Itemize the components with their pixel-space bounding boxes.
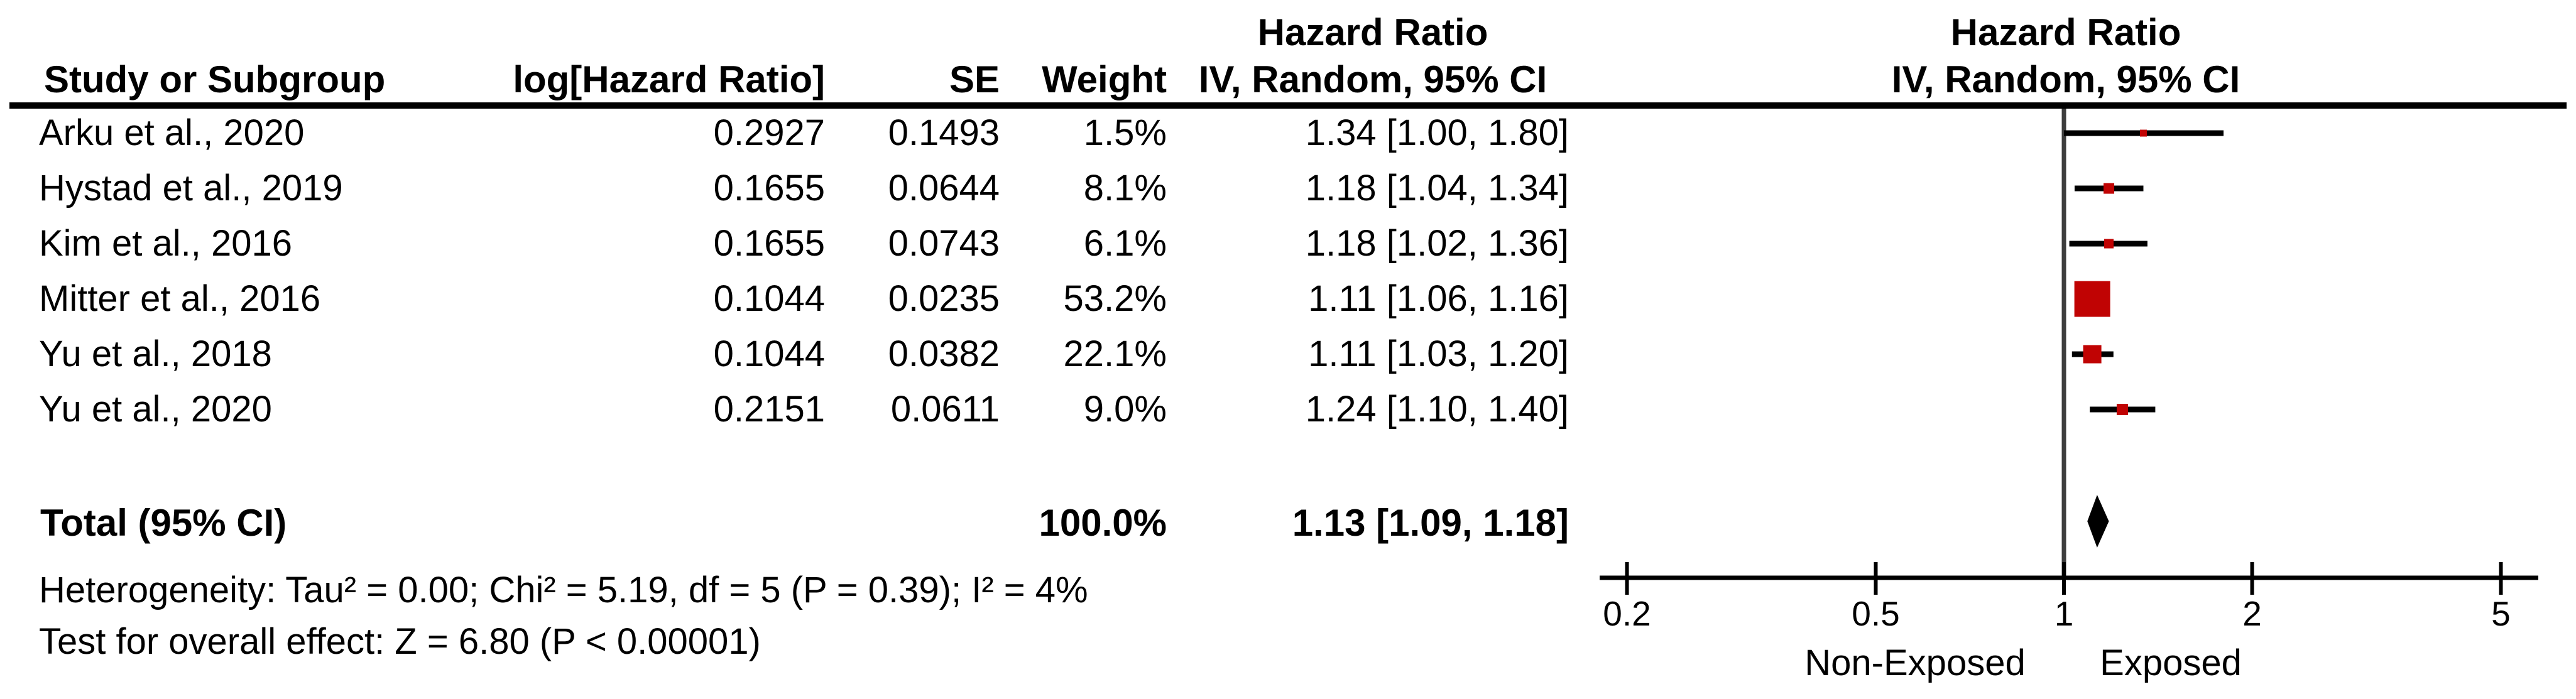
effect-square: [2139, 129, 2147, 137]
heterogeneity-stats: Heterogeneity: Tau² = 0.00; Chi² = 5.19,…: [39, 570, 1088, 610]
weight-value: 1.5%: [1083, 112, 1167, 153]
se-value: 0.0644: [888, 168, 1000, 209]
weight-value: 9.0%: [1083, 389, 1167, 430]
total-row-label: Total (95% CI): [40, 502, 287, 544]
ci-line: [2064, 130, 2224, 136]
overall-effect-stats: Test for overall effect: Z = 6.80 (P < 0…: [39, 621, 761, 662]
axis-right-label: Exposed: [2100, 642, 2242, 683]
plot-col-header-hazard-ratio: Hazard Ratio: [1950, 11, 2181, 53]
log-hr-value: 0.2151: [713, 389, 825, 430]
total-ci-value: 1.13 [1.09, 1.18]: [1292, 502, 1569, 544]
ci-value: 1.24 [1.10, 1.40]: [1305, 389, 1569, 430]
se-value: 0.0611: [890, 389, 1000, 430]
weight-value: 22.1%: [1063, 333, 1167, 374]
x-axis-line: [1600, 575, 2538, 580]
col-header-log-hazard-ratio: log[Hazard Ratio]: [513, 58, 825, 100]
total-diamond: [2087, 495, 2109, 548]
axis-tick-label: 1: [2054, 594, 2074, 633]
text-col-header-hazard-ratio: Hazard Ratio: [1257, 11, 1488, 53]
ci-line: [2080, 296, 2105, 302]
log-hr-value: 0.1044: [713, 278, 825, 319]
effect-square: [2104, 183, 2115, 194]
col-header-se: SE: [949, 58, 1000, 100]
ci-line: [2074, 185, 2144, 192]
text-col-header-method: IV, Random, 95% CI: [1198, 58, 1547, 100]
total-weight-value: 100.0%: [1039, 502, 1167, 544]
log-hr-value: 0.1655: [713, 168, 825, 209]
ci-value: 1.34 [1.00, 1.80]: [1305, 112, 1569, 153]
null-effect-line: [2061, 109, 2066, 578]
study-label: Hystad et al., 2019: [39, 168, 343, 209]
col-header-weight: Weight: [1042, 58, 1167, 100]
ci-value: 1.11 [1.06, 1.16]: [1308, 278, 1569, 319]
effect-square: [2104, 239, 2114, 249]
weight-value: 8.1%: [1083, 168, 1167, 209]
effect-square: [2074, 281, 2110, 317]
ci-line: [2071, 351, 2114, 357]
axis-tick-label: 5: [2491, 594, 2511, 633]
ci-line: [2069, 241, 2148, 247]
axis-tick-label: 2: [2242, 594, 2262, 633]
weight-value: 53.2%: [1063, 278, 1167, 319]
ci-value: 1.11 [1.03, 1.20]: [1308, 333, 1569, 374]
study-label: Yu et al., 2018: [39, 333, 272, 374]
axis-tick-label: 0.2: [1603, 594, 1651, 633]
ci-line: [2090, 406, 2156, 413]
effect-square: [2116, 404, 2128, 415]
se-value: 0.0382: [888, 333, 1000, 374]
effect-square: [2083, 345, 2102, 364]
study-label: Arku et al., 2020: [39, 112, 305, 153]
weight-value: 6.1%: [1083, 223, 1167, 264]
col-header-study-or-subgroup: Study or Subgroup: [44, 58, 386, 100]
se-value: 0.1493: [888, 112, 1000, 153]
study-label: Yu et al., 2020: [39, 389, 272, 430]
axis-tick-label: 0.5: [1852, 594, 1900, 633]
header-rule: [9, 102, 2567, 109]
study-label: Mitter et al., 2016: [39, 278, 321, 319]
se-value: 0.0235: [888, 278, 1000, 319]
plot-col-header-method: IV, Random, 95% CI: [1891, 58, 2240, 100]
se-value: 0.0743: [888, 223, 1000, 264]
study-label: Kim et al., 2016: [39, 223, 292, 264]
ci-value: 1.18 [1.04, 1.34]: [1305, 168, 1569, 209]
log-hr-value: 0.1655: [713, 223, 825, 264]
axis-left-label: Non-Exposed: [1804, 642, 2026, 683]
ci-value: 1.18 [1.02, 1.36]: [1305, 223, 1569, 264]
log-hr-value: 0.2927: [713, 112, 825, 153]
log-hr-value: 0.1044: [713, 333, 825, 374]
